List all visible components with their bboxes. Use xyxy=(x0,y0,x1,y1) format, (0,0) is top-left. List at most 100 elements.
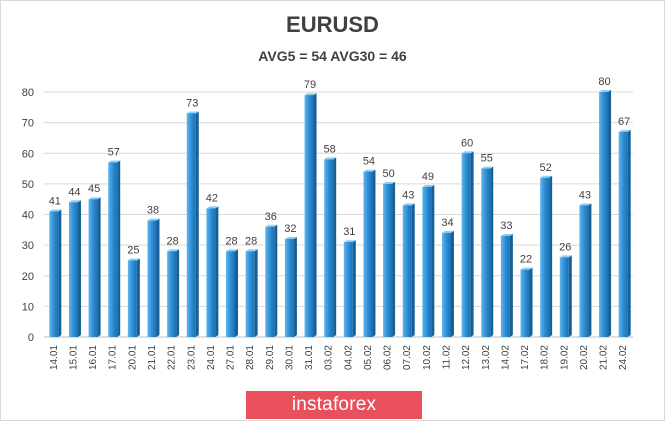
x-tick-label: 18.02 xyxy=(540,345,551,370)
y-tick-label: 70 xyxy=(22,118,34,130)
data-label: 28 xyxy=(166,235,178,247)
x-tick-label: 24.02 xyxy=(618,345,629,370)
bar-top xyxy=(265,224,278,227)
data-label: 25 xyxy=(127,244,139,256)
x-tick-label: 30.01 xyxy=(284,345,295,370)
x-tick-label: 06.02 xyxy=(383,345,394,370)
data-label: 32 xyxy=(284,223,296,235)
bar-top xyxy=(186,111,199,114)
bar xyxy=(304,95,314,337)
bar-side xyxy=(372,169,376,337)
bar-top xyxy=(343,240,356,243)
bar-top xyxy=(422,184,435,187)
bar-top xyxy=(383,181,396,184)
bar-side xyxy=(568,255,572,337)
bar xyxy=(167,251,177,337)
bar-side xyxy=(136,258,140,337)
bar-side xyxy=(411,203,415,337)
bar-side xyxy=(58,209,62,337)
y-tick-label: 30 xyxy=(22,240,34,252)
bar xyxy=(284,239,294,337)
x-tick-label: 21.02 xyxy=(599,345,610,370)
bar-side xyxy=(431,184,435,337)
bar-top xyxy=(540,175,553,178)
bar-top xyxy=(127,258,140,261)
bar xyxy=(49,211,59,337)
data-label: 49 xyxy=(422,171,434,183)
bar-side xyxy=(274,224,278,337)
bar-top xyxy=(226,249,239,252)
bar-side xyxy=(195,111,199,337)
bar-top xyxy=(304,93,317,96)
y-tick-label: 60 xyxy=(22,148,34,160)
bar-side xyxy=(627,129,631,337)
bar-top xyxy=(461,151,474,154)
bar-side xyxy=(97,197,101,337)
bar xyxy=(363,171,373,337)
data-label: 44 xyxy=(68,186,80,198)
y-tick-label: 20 xyxy=(22,271,34,283)
bar-top xyxy=(441,230,454,233)
data-label: 28 xyxy=(225,235,237,247)
x-tick-label: 14.01 xyxy=(49,345,60,370)
bar xyxy=(520,269,530,337)
bar xyxy=(481,168,491,337)
bar xyxy=(500,235,510,337)
bar-top xyxy=(618,129,631,132)
data-label: 80 xyxy=(598,76,610,88)
bar-top xyxy=(167,249,180,252)
bar xyxy=(186,113,196,337)
y-tick-label: 10 xyxy=(22,301,34,313)
data-label: 43 xyxy=(579,189,591,201)
data-label: 28 xyxy=(245,235,257,247)
bar-side xyxy=(176,249,180,337)
data-label: 33 xyxy=(500,220,512,232)
x-tick-label: 05.02 xyxy=(363,345,374,370)
bar xyxy=(343,242,353,337)
bar-side xyxy=(470,151,474,337)
x-tick-label: 14.02 xyxy=(500,345,511,370)
data-label: 73 xyxy=(186,97,198,109)
data-label: 36 xyxy=(265,211,277,223)
y-tick-label: 0 xyxy=(28,332,34,344)
y-tick-label: 80 xyxy=(22,87,34,99)
bar-top xyxy=(599,90,612,92)
x-tick-label: 20.01 xyxy=(127,345,138,370)
data-label: 50 xyxy=(382,168,394,180)
x-tick-label: 21.01 xyxy=(147,345,158,370)
bar-top xyxy=(481,166,494,169)
bar xyxy=(599,92,609,337)
bar xyxy=(422,186,432,337)
bar-top xyxy=(245,249,258,252)
data-label: 22 xyxy=(520,254,532,266)
bar xyxy=(88,199,98,337)
bar-side xyxy=(215,206,219,337)
bar xyxy=(540,177,550,337)
bar xyxy=(108,162,118,337)
bar xyxy=(559,257,569,337)
x-tick-label: 12.02 xyxy=(461,345,472,370)
data-label: 55 xyxy=(481,153,493,165)
bar-side xyxy=(352,240,356,337)
bar-side xyxy=(392,181,396,337)
bar xyxy=(127,260,137,337)
bar-top xyxy=(49,209,62,212)
bar-side xyxy=(293,237,297,337)
bar xyxy=(383,183,393,337)
data-label: 26 xyxy=(559,241,571,253)
bar-side xyxy=(529,267,533,337)
x-tick-label: 24.01 xyxy=(206,345,217,370)
x-tick-label: 29.01 xyxy=(265,345,276,370)
bar xyxy=(618,131,628,337)
data-label: 42 xyxy=(206,192,218,204)
data-label: 67 xyxy=(618,116,630,128)
data-label: 57 xyxy=(108,146,120,158)
bar-top xyxy=(284,237,297,239)
data-label: 60 xyxy=(461,137,473,149)
bar-top xyxy=(147,218,160,221)
x-tick-label: 04.02 xyxy=(343,345,354,370)
data-label: 41 xyxy=(49,195,61,207)
bar-top xyxy=(363,169,376,172)
x-tick-label: 10.02 xyxy=(422,345,433,370)
